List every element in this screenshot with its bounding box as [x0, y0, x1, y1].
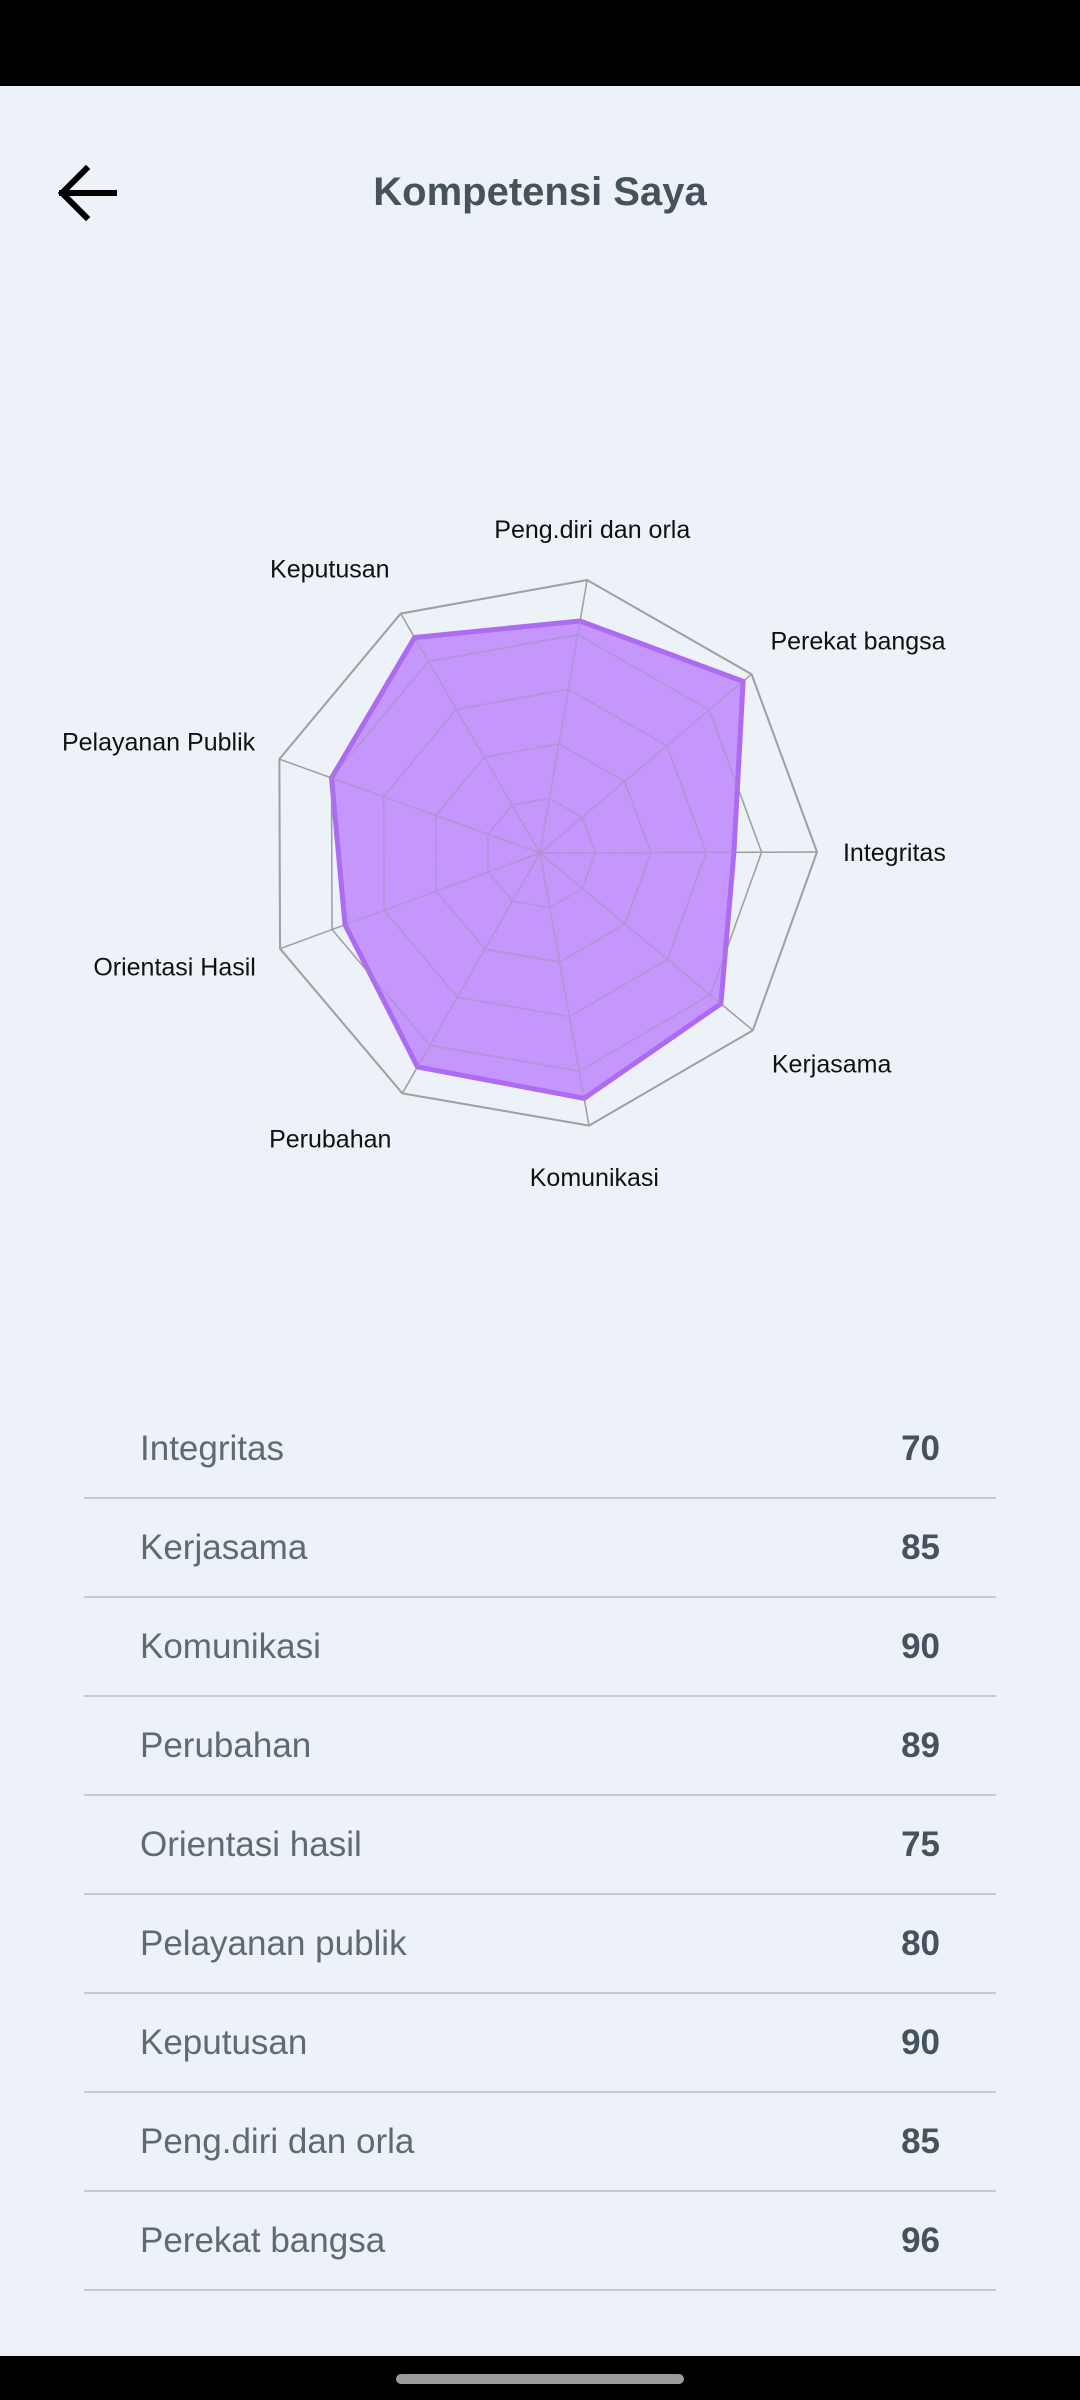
score-name: Kerjasama	[140, 1527, 308, 1567]
score-row: Perekat bangsa 96	[84, 2192, 996, 2291]
radar-axis-label: Integritas	[843, 839, 946, 867]
home-indicator[interactable]	[396, 2374, 684, 2384]
score-row: Komunikasi 90	[84, 1598, 996, 1697]
radar-grid-ring	[382, 688, 707, 1018]
radar-axis-label: Pelayanan Publik	[62, 729, 256, 757]
radar-spoke	[279, 758, 541, 854]
radar-axis-label: Kerjasama	[772, 1051, 892, 1079]
radar-grid-overlay	[278, 578, 819, 1127]
score-row: Pelayanan publik 80	[84, 1895, 996, 1994]
score-value: 70	[901, 1428, 940, 1468]
radar-spoke	[279, 852, 541, 950]
arrow-left-icon	[57, 165, 117, 221]
score-value: 89	[901, 1725, 940, 1765]
radar-grid-ring	[434, 743, 652, 963]
score-name: Keputusan	[140, 2022, 308, 2062]
radar-axis-label: Keputusan	[270, 556, 390, 584]
score-value: 90	[901, 2022, 940, 2062]
score-name: Integritas	[140, 1428, 284, 1468]
score-name: Orientasi hasil	[140, 1824, 362, 1864]
radar-axis-label: Komunikasi	[530, 1164, 659, 1192]
back-button[interactable]	[40, 146, 134, 240]
radar-axis-label: Perekat bangsa	[770, 628, 945, 656]
score-value: 80	[901, 1923, 940, 1963]
radar-grid-ring	[278, 578, 819, 1127]
score-row: Keputusan 90	[84, 1994, 996, 2093]
app-bar: Kompetensi Saya	[0, 86, 1080, 312]
navigation-bar	[0, 2356, 1080, 2400]
score-row: Perubahan 89	[84, 1697, 996, 1796]
radar-axis-label: Perubahan	[269, 1125, 391, 1153]
score-row: Kerjasama 85	[84, 1499, 996, 1598]
score-name: Pelayanan publik	[140, 1923, 407, 1963]
radar-chart-svg: Integritas Kerjasama Komunikasi Perubahan Or…	[62, 516, 946, 1192]
score-value: 96	[901, 2220, 940, 2260]
score-value: 90	[901, 1626, 940, 1666]
score-name: Peng.diri dan orla	[140, 2121, 415, 2161]
score-list: Integritas 70 Kerjasama 85 Komunikasi 90…	[84, 1400, 996, 2291]
radar-chart: Integritas Kerjasama Komunikasi Perubahan Or…	[0, 420, 1080, 1300]
score-row: Orientasi hasil 75	[84, 1796, 996, 1895]
radar-series	[278, 578, 819, 1127]
radar-series-area	[328, 618, 746, 1102]
radar-grid-ring	[330, 633, 763, 1072]
radar-grid-ring	[278, 578, 819, 1127]
score-value: 85	[901, 1527, 940, 1567]
score-name: Perubahan	[140, 1725, 312, 1765]
radar-spoke	[539, 852, 590, 1126]
score-row: Integritas 70	[84, 1400, 996, 1499]
score-name: Komunikasi	[140, 1626, 321, 1666]
radar-spoke	[539, 673, 753, 854]
radar-spoke	[401, 852, 541, 1094]
radar-axis-labels: Integritas Kerjasama Komunikasi Perubahan Or…	[62, 516, 946, 1192]
radar-spoke	[539, 852, 754, 1031]
status-bar	[0, 0, 1080, 86]
radar-spoke	[539, 851, 818, 854]
score-value: 85	[901, 2121, 940, 2161]
score-name: Perekat bangsa	[140, 2220, 386, 2260]
radar-axis-label: Orientasi Hasil	[93, 954, 256, 982]
radar-axis-label: Peng.diri dan orla	[494, 516, 690, 544]
score-row: Peng.diri dan orla 85	[84, 2093, 996, 2192]
page-title: Kompetensi Saya	[373, 170, 707, 214]
radar-grid-ring	[487, 797, 597, 909]
radar-spoke	[539, 579, 588, 854]
radar-spoke	[400, 613, 541, 854]
score-value: 75	[901, 1824, 940, 1864]
